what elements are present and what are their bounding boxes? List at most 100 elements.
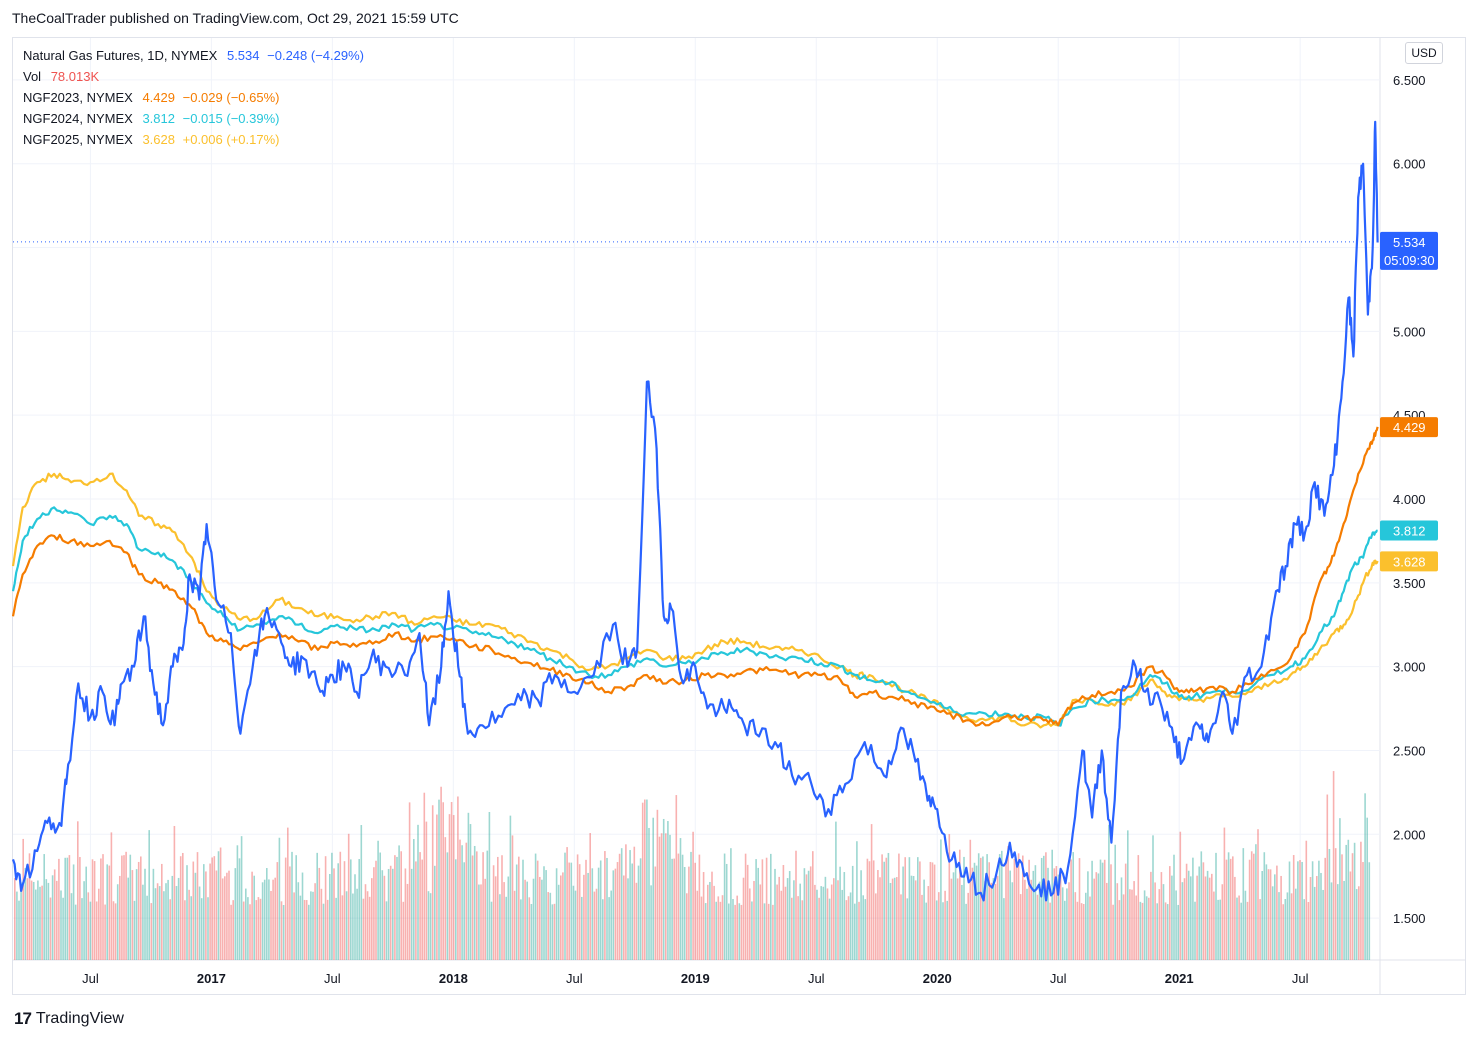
volume-bar [32, 881, 35, 960]
volume-bar [144, 868, 146, 960]
volume-bar [952, 872, 955, 960]
volume-bar [606, 857, 608, 960]
volume-bar [946, 900, 948, 960]
volume-bar [209, 863, 211, 960]
volume-bar [641, 802, 644, 960]
legend-row-ngf2024[interactable]: NGF2024, NYMEX 3.812 −0.015 (−0.39%) [23, 108, 368, 129]
x-axis: Jul 2017 Jul 2018 Jul 2019 Jul 2020 Jul 2021 Jul [82, 971, 1308, 986]
volume-bar [627, 878, 629, 960]
volume-bar [751, 901, 753, 960]
volume-bar [635, 882, 638, 960]
volume-bar [66, 857, 69, 960]
volume-bar [648, 827, 650, 960]
volume-bar [1024, 879, 1026, 960]
volume-bar [1022, 855, 1024, 960]
volume-bar [167, 879, 169, 960]
volume-bar [1110, 864, 1112, 960]
volume-bar [719, 901, 722, 960]
volume-bar [1089, 896, 1091, 960]
volume-bar [1292, 855, 1295, 960]
volume-bar [1179, 831, 1182, 960]
volume-bar [555, 868, 558, 960]
volume-bar [1362, 862, 1364, 960]
volume-bar [1160, 872, 1163, 960]
volume-bar [173, 825, 176, 960]
volume-bar [228, 870, 230, 960]
price-tag-value: 3.628 [1393, 554, 1426, 569]
y-tick-label: 5.000 [1393, 324, 1426, 339]
volume-bar [1250, 851, 1253, 960]
volume-bar [1009, 870, 1011, 960]
price-tag-value: 3.812 [1393, 524, 1426, 539]
volume-bar [452, 815, 455, 960]
volume-bar [461, 845, 463, 960]
volume-bar [499, 894, 501, 960]
footer-brand[interactable]: 17 TradingView [14, 1009, 124, 1029]
volume-bar [925, 902, 927, 960]
volume-bar [805, 874, 808, 960]
volume-bar [681, 854, 684, 960]
volume-bar [1053, 868, 1056, 960]
volume-bar [215, 870, 218, 960]
volume-bar [824, 876, 827, 960]
volume-bar [1229, 858, 1232, 960]
volume-bar [549, 892, 552, 960]
volume-bar [557, 884, 560, 960]
legend-symbol: NGF2023, NYMEX [23, 90, 133, 105]
volume-bar [356, 888, 358, 960]
volume-bar [154, 888, 157, 960]
volume-bar [1143, 890, 1146, 960]
volume-bar [375, 860, 377, 960]
volume-bar [883, 861, 885, 960]
volume-bar [295, 855, 297, 960]
volume-bar [419, 852, 421, 960]
volume-bar [679, 838, 682, 960]
volume-bar [438, 799, 440, 960]
volume-bar [1154, 882, 1156, 960]
volume-bar [956, 878, 959, 960]
volume-bar [809, 866, 812, 960]
volume-bar [20, 882, 22, 960]
volume-bar [671, 858, 673, 960]
volume-bar [875, 893, 877, 960]
volume-bar [620, 848, 623, 960]
volume-bar [1108, 824, 1110, 960]
volume-bar [511, 835, 514, 960]
volume-bar [822, 886, 825, 960]
volume-bar [60, 890, 62, 960]
volume-bar [774, 868, 776, 960]
volume-bar [476, 851, 478, 960]
volume-bar [68, 855, 71, 960]
volume-bar [297, 882, 300, 960]
volume-bar [902, 866, 904, 960]
volume-bar [879, 877, 881, 960]
volume-bar [1313, 886, 1316, 960]
volume-bar [732, 899, 734, 960]
volume-bar [799, 883, 801, 960]
volume-bar [463, 862, 465, 960]
volume-bar [1045, 852, 1047, 960]
legend-row-ngf2023[interactable]: NGF2023, NYMEX 4.429 −0.029 (−0.65%) [23, 87, 368, 108]
volume-bar [429, 893, 432, 960]
volume-bar [1019, 894, 1022, 960]
volume-bar [1076, 901, 1079, 960]
volume-bar [457, 796, 459, 960]
volume-bar [18, 900, 20, 960]
volume-bar [56, 880, 58, 960]
volume-bar [686, 893, 688, 960]
volume-bar [343, 861, 346, 960]
legend-row-ngf2025[interactable]: NGF2025, NYMEX 3.628 +0.006 (+0.17%) [23, 129, 368, 150]
volume-bar [711, 871, 713, 960]
currency-button[interactable]: USD [1405, 42, 1443, 64]
volume-bar [270, 890, 272, 960]
volume-bar [837, 880, 839, 960]
volume-bar [992, 878, 995, 960]
volume-bar [1114, 844, 1116, 960]
legend-row-main[interactable]: Natural Gas Futures, 1D, NYMEX 5.534 −0.… [23, 45, 368, 66]
brand-name: TradingView [35, 1010, 124, 1027]
legend-row-volume[interactable]: Vol 78.013K [23, 66, 368, 87]
price-tag-bg [1380, 551, 1438, 572]
volume-bar [1248, 859, 1251, 960]
volume-bar [1124, 863, 1127, 960]
